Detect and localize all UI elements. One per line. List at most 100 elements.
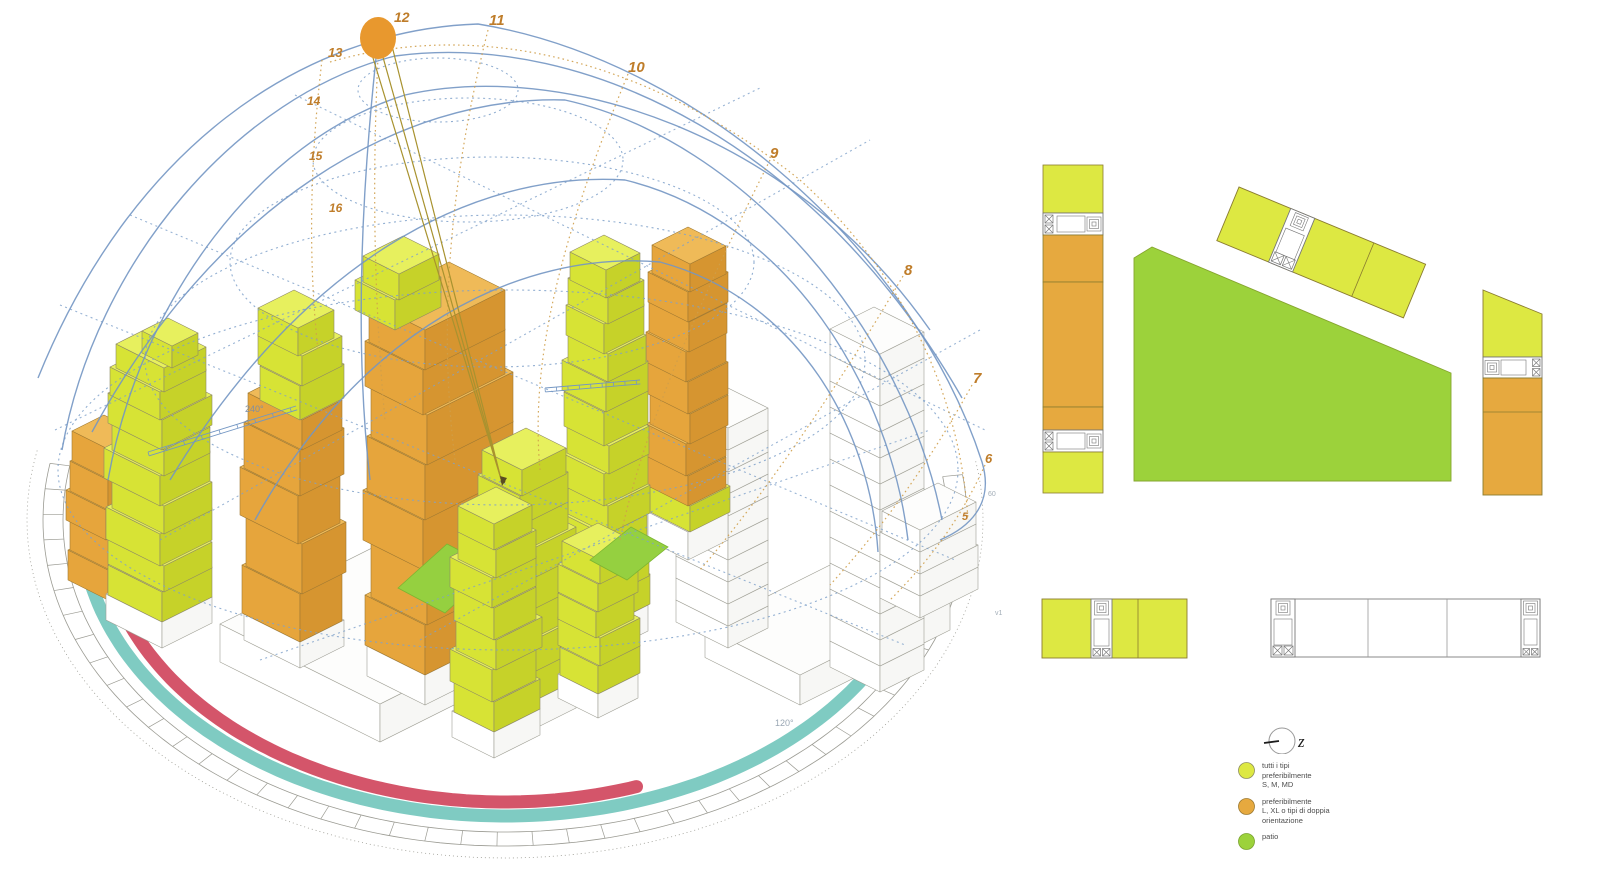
azimuth-label: v1 <box>995 610 1003 617</box>
sun-path-dome <box>37 23 987 661</box>
ring-tick <box>600 824 606 839</box>
ring-tick <box>785 760 800 772</box>
azimuth-label: 240° <box>245 404 264 414</box>
azimuth-tape <box>544 379 641 393</box>
legend: z tutti i tipi preferibilmente S, M, MD … <box>1238 702 1428 850</box>
dome-parallel <box>57 289 959 651</box>
sun-hour-curve <box>537 73 629 471</box>
projection-line <box>159 139 871 541</box>
legend-text: preferibilmente <box>1262 770 1312 780</box>
ring-tick <box>45 488 66 491</box>
plan-core <box>1270 598 1296 658</box>
ring-tick <box>89 656 108 664</box>
hour-label: 11 <box>489 12 505 29</box>
ring-tick <box>320 805 330 820</box>
projection-line <box>129 214 956 561</box>
plan-core <box>1042 212 1104 236</box>
ring-tick <box>256 782 268 796</box>
legend-text: patio <box>1262 832 1279 841</box>
dome-meridian <box>37 23 987 541</box>
north-dash <box>1263 740 1280 744</box>
hour-label: 6 <box>985 451 993 466</box>
plan-bar-segment <box>1482 377 1543 496</box>
ring-tick <box>388 821 395 836</box>
plan-bar-segment <box>1042 406 1104 431</box>
plan-core <box>1090 598 1113 659</box>
hour-label: 9 <box>770 145 779 162</box>
ring-tick <box>226 768 240 781</box>
plan-core <box>1042 429 1104 453</box>
sun-marker <box>360 17 396 59</box>
plan-bar-segment <box>1042 281 1104 408</box>
ring-tick <box>666 810 675 824</box>
plan-core <box>1482 356 1543 379</box>
ray-arrowhead <box>500 476 507 486</box>
orange-tower-slab <box>239 289 347 669</box>
ring-tick <box>531 831 534 846</box>
plan-core <box>1267 207 1316 273</box>
projection-line <box>294 94 986 431</box>
plan-bar-segment <box>1042 451 1104 494</box>
ring-tick <box>75 634 94 640</box>
sun-ray <box>380 49 502 480</box>
dome-parallel <box>312 97 624 223</box>
ring-tick <box>811 744 827 755</box>
legend-text: S, M, MD <box>1262 780 1294 789</box>
sun-hour-curve <box>311 59 323 351</box>
legend-text: tutti i tipi <box>1262 761 1290 770</box>
north-circle <box>1268 727 1296 754</box>
hour-label: 8 <box>904 262 913 279</box>
hour-label: 16 <box>329 201 343 215</box>
projection-line <box>259 429 931 661</box>
buildings <box>65 226 979 759</box>
dome-parallel <box>229 156 755 368</box>
hour-label: 10 <box>628 59 645 76</box>
legend-text: L, XL o tipi di doppia <box>1262 806 1330 815</box>
sun-hour-curve <box>329 44 969 521</box>
hour-label: 5 <box>962 511 969 523</box>
hour-label: 12 <box>394 9 410 25</box>
legend-text: preferibilmente <box>1262 796 1312 806</box>
projection-line <box>54 87 761 431</box>
ring-tick <box>758 775 771 788</box>
ring-tick <box>354 814 362 829</box>
azimuth-label: 60 <box>988 491 996 498</box>
dome-meridian <box>360 39 379 481</box>
plan-white-bar <box>1270 598 1541 658</box>
plan-bar-segment <box>1482 289 1543 358</box>
ring-tick <box>857 707 875 717</box>
plan-angled-bar <box>1216 186 1427 319</box>
ring-tick <box>47 563 68 566</box>
ring-tick <box>126 698 144 708</box>
sun-ray <box>369 47 502 480</box>
ring-tick <box>460 830 463 845</box>
plan-bar-segment <box>1042 164 1104 214</box>
legend-text: orientazione <box>1262 815 1303 825</box>
dome-meridian <box>169 178 909 541</box>
sun-hour-curve <box>374 57 386 421</box>
ring-tick <box>424 827 429 842</box>
projection-line <box>59 304 906 646</box>
sun-ray <box>391 45 502 480</box>
dome-parallel <box>144 214 866 506</box>
hour-label: 7 <box>973 370 982 387</box>
ring-tick <box>942 474 963 477</box>
ring-tick <box>172 736 188 747</box>
plan-core <box>1520 598 1541 658</box>
azimuth-label: 120° <box>775 718 794 728</box>
dome-meridian <box>91 99 943 521</box>
ring-tick <box>633 818 641 832</box>
legend-dot-green <box>1238 833 1255 850</box>
plan-bar-segment <box>1042 234 1104 283</box>
ring-tick <box>566 828 570 843</box>
sun-hour-curve <box>889 464 986 601</box>
ring-tick <box>198 753 213 765</box>
azimuth-tape <box>147 405 298 457</box>
yellow-tower-front <box>449 486 543 759</box>
yellow-tower-far-left <box>103 317 213 649</box>
north-label: z <box>1297 732 1305 751</box>
plan-small-yellow <box>1041 598 1188 659</box>
dome-parallel <box>357 57 519 123</box>
